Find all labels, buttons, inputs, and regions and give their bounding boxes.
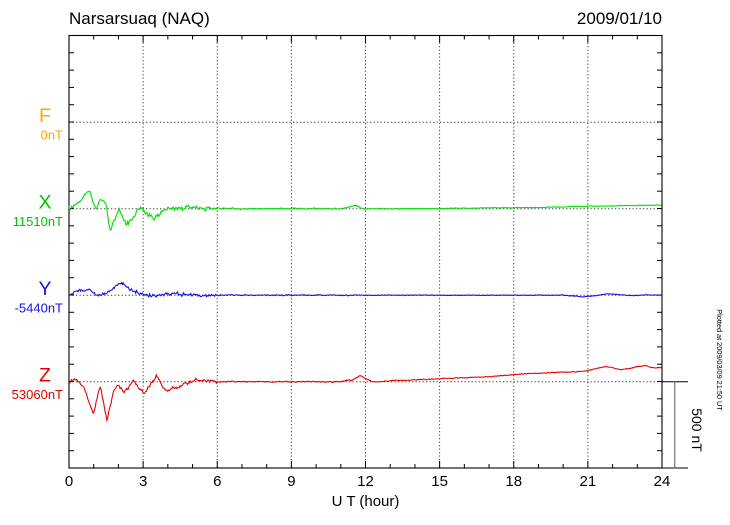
svg-text:9: 9 [287,473,295,490]
svg-text:Y: Y [38,278,51,300]
svg-text:Z: Z [39,365,51,387]
svg-text:F: F [39,105,51,127]
svg-text:0: 0 [65,473,73,490]
svg-text:15: 15 [431,473,448,490]
svg-text:U T (hour): U T (hour) [332,493,400,510]
svg-text:X: X [38,192,51,214]
svg-text:18: 18 [505,473,522,490]
svg-text:21: 21 [580,473,597,490]
svg-text:24: 24 [654,473,671,490]
svg-text:3: 3 [139,473,147,490]
svg-text:12: 12 [357,473,374,490]
svg-text:-5440nT: -5440nT [15,301,63,316]
svg-text:Plotted at 2009/03/09 21:50 UT: Plotted at 2009/03/09 21:50 UT [715,309,724,411]
svg-text:0nT: 0nT [41,128,63,143]
svg-text:6: 6 [213,473,221,490]
svg-text:53060nT: 53060nT [12,387,63,402]
svg-text:Narsarsuaq (NAQ): Narsarsuaq (NAQ) [69,9,210,28]
svg-text:2009/01/10: 2009/01/10 [577,9,662,28]
svg-text:11510nT: 11510nT [13,214,63,229]
svg-text:500 nT: 500 nT [689,408,705,452]
